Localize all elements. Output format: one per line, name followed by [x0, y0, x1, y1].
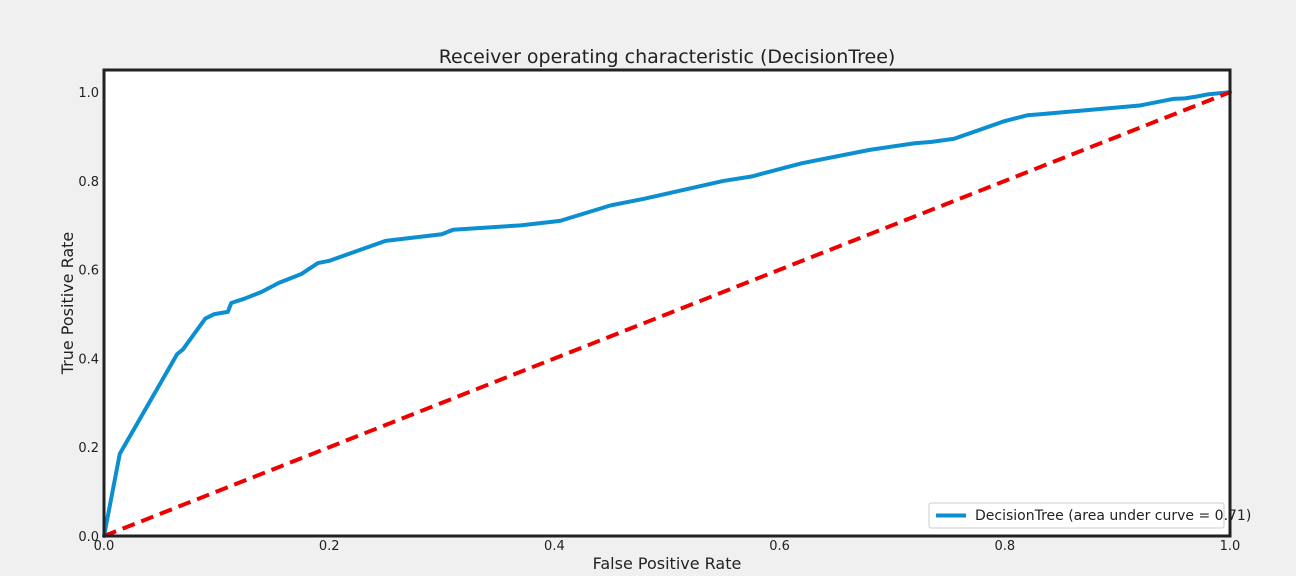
roc-curve-decisiontree — [102, 90, 1232, 538]
legend-label-decisiontree: DecisionTree (area under curve = 0.71) — [975, 508, 1251, 524]
x-tick-label: 0.2 — [319, 539, 340, 554]
y-tick-label: 1.0 — [78, 86, 99, 101]
x-tick-label: 0.6 — [769, 539, 790, 554]
y-axis-label: True Positive Rate — [58, 232, 77, 376]
series-layer — [102, 90, 1232, 538]
legend: DecisionTree (area under curve = 0.71) — [928, 502, 1251, 529]
x-tick-label: 0.8 — [994, 539, 1015, 554]
y-tick-label: 0.0 — [78, 530, 99, 545]
y-tick-labels: 0.0 0.2 0.4 0.6 0.8 1.0 — [78, 86, 99, 545]
x-tick-label: 0.4 — [544, 539, 565, 554]
chart-title: Receiver operating characteristic (Decis… — [439, 46, 896, 68]
y-tick-label: 0.8 — [78, 175, 99, 190]
chance-line — [103, 90, 1231, 538]
x-tick-label: 0.0 — [94, 539, 115, 554]
x-axis-label: False Positive Rate — [593, 554, 742, 573]
legend-box — [928, 502, 1225, 529]
y-tick-label: 0.6 — [78, 264, 99, 279]
y-tick-label: 0.2 — [78, 441, 99, 456]
plot-frame — [102, 68, 1232, 538]
y-tick-label: 0.4 — [78, 352, 99, 367]
x-tick-label: 1.0 — [1220, 539, 1241, 554]
plot-area — [104, 70, 1230, 536]
x-tick-labels: 0.0 0.2 0.4 0.6 0.8 1.0 — [94, 539, 1241, 554]
